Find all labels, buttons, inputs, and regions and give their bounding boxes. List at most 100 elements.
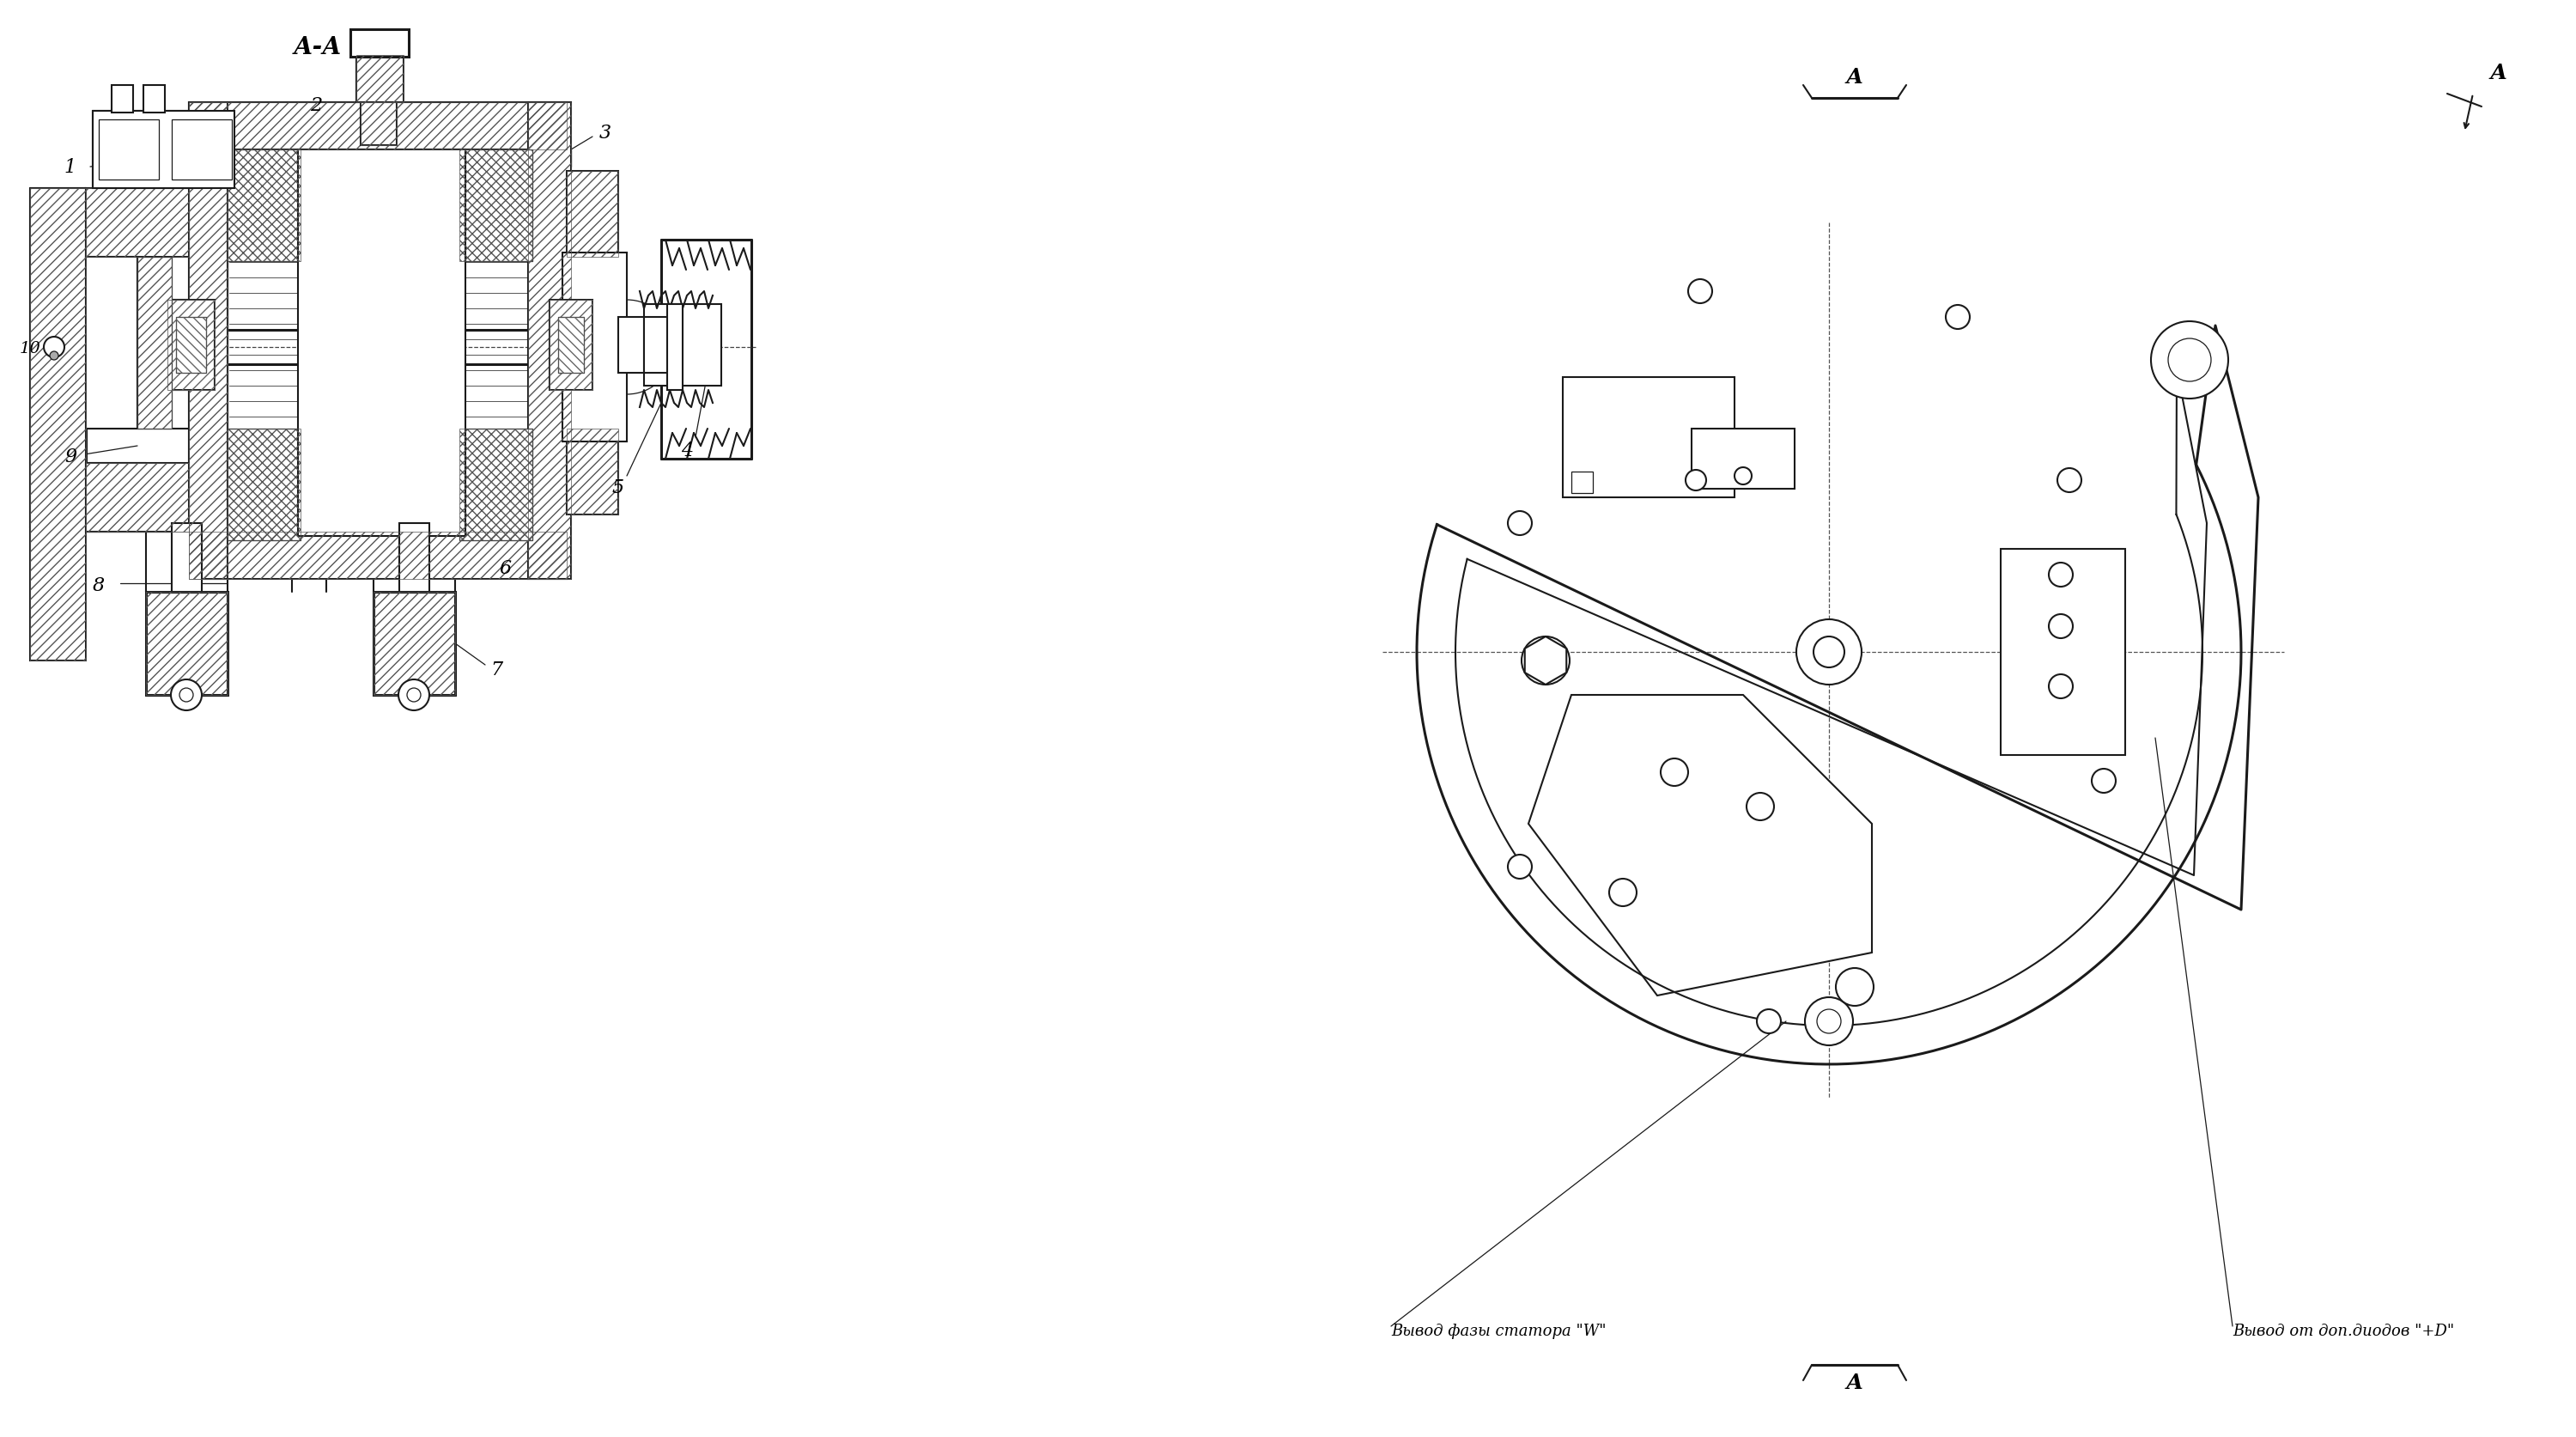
Bar [567, 430, 618, 514]
Bar [188, 103, 227, 579]
Circle shape [2048, 615, 2074, 638]
Bar [567, 171, 618, 257]
Circle shape [399, 680, 430, 711]
Bar [459, 151, 533, 262]
Circle shape [170, 680, 201, 711]
Circle shape [2048, 675, 2074, 698]
Text: 9: 9 [64, 447, 77, 466]
Bar [147, 592, 227, 696]
Bar [355, 56, 404, 103]
Text: 10: 10 [21, 341, 41, 356]
Bar [93, 112, 234, 188]
Circle shape [580, 300, 675, 395]
Text: А: А [1847, 68, 1862, 88]
Bar [562, 253, 626, 443]
Bar [173, 121, 232, 180]
Circle shape [1747, 793, 1775, 821]
Bar [188, 532, 567, 579]
Circle shape [2151, 322, 2228, 399]
Bar [459, 430, 533, 540]
Bar [459, 151, 533, 536]
Text: 2: 2 [309, 96, 322, 115]
Bar [459, 430, 533, 540]
Text: 6: 6 [500, 559, 510, 578]
Bar [85, 188, 188, 257]
Bar [85, 464, 188, 532]
Bar [618, 318, 665, 374]
Bar [399, 523, 430, 592]
Text: 1: 1 [64, 158, 77, 177]
Circle shape [2169, 339, 2210, 382]
Bar [549, 300, 592, 391]
Bar [299, 151, 466, 536]
Text: А: А [1847, 1372, 1862, 1392]
Bar [188, 103, 567, 151]
Bar [85, 188, 188, 257]
Circle shape [1814, 637, 1844, 668]
Bar [644, 305, 721, 387]
Bar [188, 532, 567, 579]
Circle shape [2092, 769, 2115, 793]
Circle shape [1757, 1010, 1780, 1033]
Bar [137, 257, 173, 430]
Bar [567, 430, 618, 514]
Bar [459, 151, 533, 262]
Circle shape [1734, 468, 1752, 486]
Bar [175, 318, 206, 374]
Bar [85, 464, 188, 532]
Bar [85, 257, 137, 430]
Circle shape [1507, 855, 1533, 879]
Bar [355, 56, 404, 103]
Circle shape [2058, 468, 2081, 493]
Bar [227, 430, 301, 540]
Text: 8: 8 [93, 576, 106, 595]
Bar [31, 188, 85, 661]
Bar [1564, 378, 1734, 497]
Circle shape [180, 688, 193, 703]
Text: 4: 4 [680, 441, 693, 460]
Bar [167, 300, 214, 391]
Polygon shape [1528, 696, 1873, 996]
Circle shape [1806, 997, 1852, 1046]
Bar [559, 318, 585, 374]
Bar [111, 86, 134, 114]
Bar [374, 592, 456, 696]
Text: А-А: А-А [294, 36, 343, 59]
Circle shape [2048, 563, 2074, 588]
Bar [173, 523, 201, 592]
Bar [2002, 549, 2125, 756]
Circle shape [1522, 637, 1569, 685]
Circle shape [1687, 280, 1713, 303]
Circle shape [1507, 512, 1533, 536]
Bar [31, 52, 760, 823]
Bar [147, 592, 227, 696]
Bar [528, 103, 572, 579]
Circle shape [1662, 759, 1687, 786]
Polygon shape [1525, 637, 1566, 685]
Circle shape [1685, 470, 1705, 491]
Bar [167, 300, 214, 391]
Circle shape [1837, 969, 1873, 1006]
Circle shape [1610, 879, 1636, 907]
Bar [227, 151, 301, 262]
Text: А: А [2491, 63, 2506, 83]
Text: 3: 3 [600, 124, 611, 142]
Bar [1692, 430, 1795, 490]
Bar [350, 30, 410, 57]
Bar [188, 103, 567, 151]
Text: 7: 7 [489, 660, 502, 680]
Bar [1571, 473, 1592, 493]
Text: 5: 5 [613, 479, 623, 497]
Bar [528, 103, 572, 579]
Bar [144, 86, 165, 114]
Bar [98, 121, 160, 180]
Bar [559, 318, 585, 374]
Bar [188, 103, 227, 579]
Circle shape [1816, 1010, 1842, 1033]
Bar [227, 151, 301, 262]
Bar [31, 188, 85, 661]
Circle shape [407, 688, 420, 703]
Bar [667, 305, 683, 391]
Bar [644, 318, 670, 374]
Bar [361, 103, 397, 147]
